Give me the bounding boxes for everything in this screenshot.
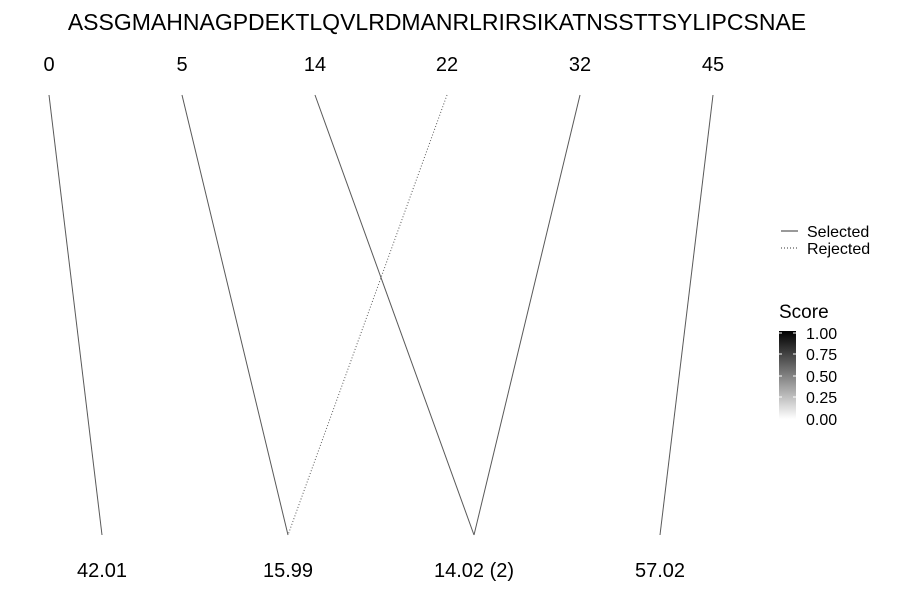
score-colorbar	[779, 331, 796, 419]
score-tick-0: 1.00	[806, 326, 837, 343]
link-line-selected	[473, 94, 581, 536]
link-lines	[48, 94, 714, 536]
position-label-5: 45	[702, 54, 724, 76]
score-tick-4: 0.00	[806, 412, 837, 429]
position-label-4: 32	[569, 54, 591, 76]
position-label-3: 22	[436, 54, 458, 76]
mass-labels: 42.01 15.99 14.02 (2) 57.02	[77, 560, 685, 582]
position-label-2: 14	[304, 54, 326, 76]
link-line-selected	[659, 94, 714, 536]
mass-label-0: 42.01	[77, 560, 127, 582]
mass-label-2: 14.02 (2)	[434, 560, 514, 582]
score-legend: Score 1.00 0.75 0.50 0.25 0.00	[779, 302, 837, 429]
score-legend-title: Score	[779, 302, 829, 323]
mass-label-3: 57.02	[635, 560, 685, 582]
mass-label-1: 15.99	[263, 560, 313, 582]
sequence-header: ASSGMAHNAGPDEKTLQVLRDMANRLRIRSIKATNSSTTS…	[68, 9, 806, 35]
legend-selected-label: Selected	[807, 224, 869, 241]
link-line-selected	[181, 94, 289, 536]
legend-rejected-label: Rejected	[807, 241, 870, 258]
position-labels: 0 5 14 22 32 45	[43, 54, 724, 76]
score-tick-3: 0.25	[806, 390, 837, 407]
score-tick-1: 0.75	[806, 347, 837, 364]
link-line-selected	[48, 94, 103, 536]
position-label-1: 5	[176, 54, 187, 76]
score-tick-2: 0.50	[806, 369, 837, 386]
line-legend: Selected Rejected	[781, 224, 870, 258]
position-label-0: 0	[43, 54, 54, 76]
link-line-rejected	[287, 94, 448, 536]
link-line-selected	[314, 94, 475, 536]
